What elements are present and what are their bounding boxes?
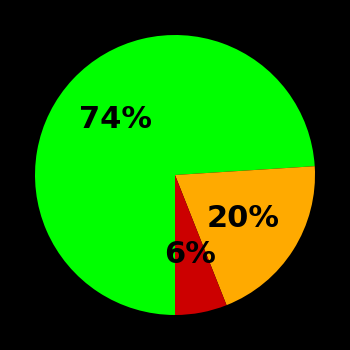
- Wedge shape: [175, 166, 315, 305]
- Text: 74%: 74%: [79, 105, 152, 134]
- Wedge shape: [35, 35, 315, 315]
- Wedge shape: [175, 175, 226, 315]
- Text: 6%: 6%: [164, 240, 216, 269]
- Text: 20%: 20%: [207, 204, 280, 233]
